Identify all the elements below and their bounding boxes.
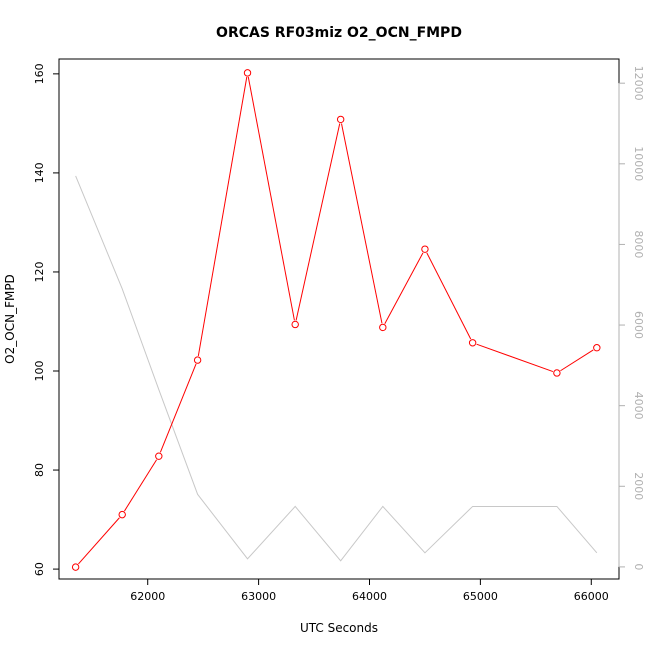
series-segment (247, 76, 295, 321)
series-segment (560, 349, 594, 372)
right-tick-label: 4000 (632, 392, 645, 420)
series-segment (384, 252, 424, 324)
right-tick-label: 0 (632, 563, 645, 570)
series-left-axis (71, 69, 601, 571)
left-axis: 60 80 100 120 140 160 (33, 63, 60, 576)
left-tick-label: 60 (33, 562, 46, 576)
right-tick-label: 6000 (632, 311, 645, 339)
bottom-tick-label: 63000 (241, 590, 276, 603)
data-point (243, 69, 252, 77)
data-point (336, 115, 345, 124)
data-point (155, 452, 163, 460)
series-line (75, 175, 598, 562)
bottom-tick-label: 64000 (352, 590, 387, 603)
series-segment (124, 459, 157, 512)
data-point (593, 344, 601, 352)
series-segment (197, 76, 248, 357)
series-segment (78, 517, 120, 565)
left-tick-label: 160 (33, 63, 46, 84)
data-point (468, 339, 477, 347)
series-segment (476, 343, 554, 373)
data-point (193, 356, 202, 364)
series-segment (426, 252, 472, 340)
left-tick-label: 140 (33, 162, 46, 183)
right-tick-label: 12000 (632, 66, 645, 101)
data-point (71, 563, 80, 571)
series-segment (341, 123, 383, 324)
series-segment (159, 363, 197, 453)
data-point (553, 369, 561, 377)
bottom-tick-label: 62000 (130, 590, 165, 603)
chart-title: ORCAS RF03miz O2_OCN_FMPD (216, 25, 462, 41)
x-axis-label: UTC Seconds (300, 621, 378, 635)
right-tick-label: 8000 (632, 230, 645, 258)
right-tick-label: 2000 (632, 472, 645, 500)
data-point (291, 320, 299, 329)
left-tick-label: 120 (33, 261, 46, 282)
bottom-axis: 62000 63000 64000 65000 66000 (130, 578, 609, 603)
left-tick-label: 100 (33, 361, 46, 382)
series-right-axis (75, 175, 598, 562)
data-point (421, 245, 429, 253)
data-point (379, 323, 387, 332)
right-axis: 0 2000 4000 6000 8000 10000 12000 (618, 66, 645, 570)
right-tick-label: 10000 (632, 146, 645, 181)
bottom-tick-label: 66000 (574, 590, 609, 603)
bottom-tick-label: 65000 (463, 590, 498, 603)
y-axis-label: O2_OCN_FMPD (3, 274, 17, 364)
left-tick-label: 80 (33, 463, 46, 477)
series-segment (295, 123, 341, 321)
data-point (118, 510, 126, 519)
plot-frame (58, 58, 620, 580)
